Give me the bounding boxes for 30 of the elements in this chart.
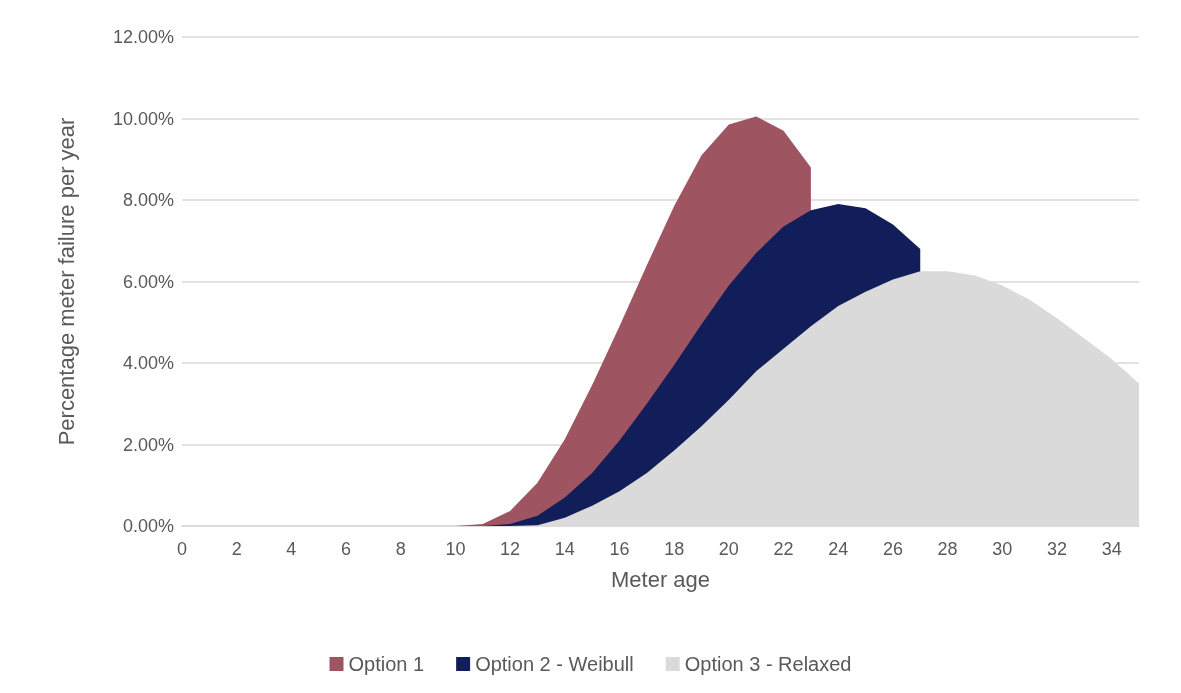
x-tick-label: 8	[395, 539, 406, 559]
legend-label: Option 1	[348, 653, 425, 675]
x-tick-label: 4	[286, 539, 297, 559]
y-tick-label: 2.00%	[122, 434, 174, 455]
x-tick-label: 32	[1046, 539, 1067, 559]
x-tick-label: 18	[664, 539, 685, 559]
legend-label: Option 3 - Relaxed	[684, 653, 852, 675]
x-tick-label: 16	[609, 539, 630, 559]
x-tick-label: 10	[445, 539, 466, 559]
x-axis-title: Meter age	[610, 566, 711, 592]
y-tick-label: 4.00%	[122, 353, 174, 373]
x-tick-label: 30	[992, 539, 1013, 559]
x-tick-label: 14	[554, 539, 575, 559]
x-tick-label: 2	[231, 539, 242, 559]
y-tick-label: 8.00%	[122, 190, 174, 210]
x-tick-label: 26	[882, 539, 903, 559]
x-tick-label: 34	[1101, 539, 1122, 559]
x-tick-label: 28	[937, 539, 958, 559]
x-tick-label: 6	[341, 539, 352, 559]
x-tick-label: 0	[176, 539, 188, 559]
x-tick-label: 24	[828, 539, 849, 559]
x-tick-label: 22	[773, 539, 794, 559]
x-tick-label: 12	[500, 539, 521, 559]
y-tick-label: 6.00%	[122, 271, 174, 292]
y-tick-label: 0.00%	[122, 516, 174, 536]
y-tick-label: 12.00%	[112, 27, 174, 47]
y-axis-title: Percentage meter failure per year	[53, 117, 79, 446]
legend-label: Option 2 - Weibull	[475, 653, 634, 675]
y-tick-label: 10.00%	[112, 108, 174, 129]
x-tick-label: 20	[718, 539, 739, 559]
